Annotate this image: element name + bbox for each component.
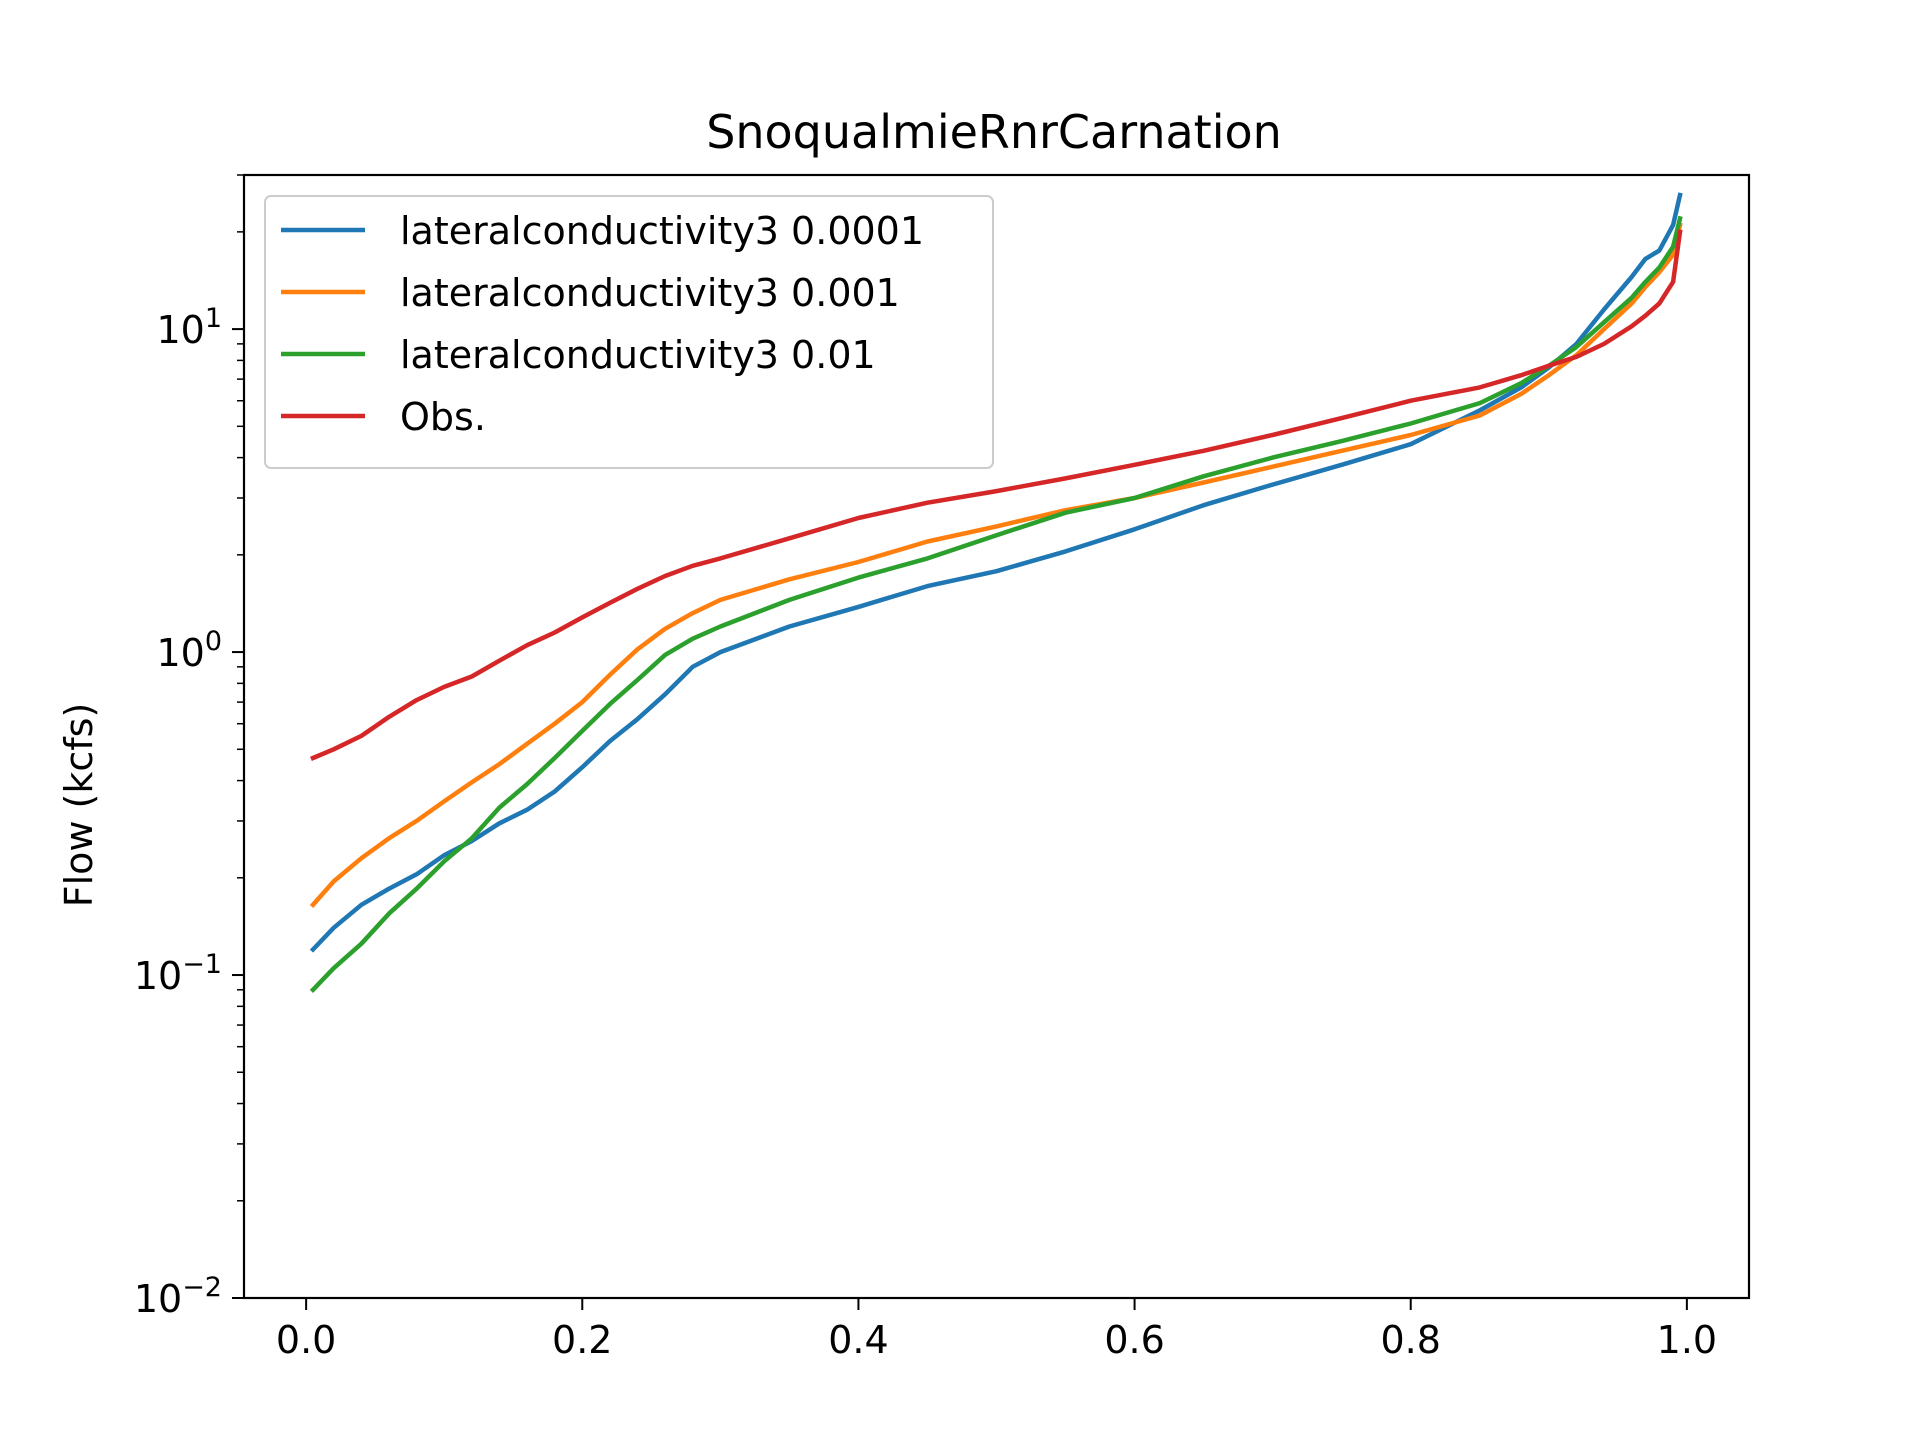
x-tick-label-3: 0.4 (828, 1318, 888, 1362)
legend-label-1: lateralconductivity3 0.0001 (400, 209, 924, 253)
axes-frame (242, 173, 1751, 1300)
x-tick-label-5: 0.8 (1381, 1318, 1441, 1362)
legend-label-4: Obs. (400, 395, 486, 439)
axes: 0.0 0.2 0.4 0.6 0.8 1.0 10−2 10−1 100 101 (134, 173, 1751, 1362)
y-tick-label-1: 10−2 (134, 1272, 222, 1321)
legend-label-3: lateralconductivity3 0.01 (400, 333, 876, 377)
legend-label-2: lateralconductivity3 0.001 (400, 271, 900, 315)
x-tick-label-2: 0.2 (552, 1318, 612, 1362)
y-tick-label-2: 10−1 (134, 949, 222, 998)
series-line-4 (310, 229, 1683, 761)
series-line-2 (309, 222, 1683, 908)
series-line-3 (309, 215, 1683, 993)
x-tick-label-1: 0.0 (276, 1318, 336, 1362)
x-tick-label-6: 1.0 (1657, 1318, 1717, 1362)
plot-area (309, 192, 1683, 993)
legend-box (264, 195, 994, 469)
y-axis-label-group: Flow (kcfs) (57, 703, 101, 908)
y-tick-label-4: 101 (156, 303, 222, 352)
chart-title: SnoqualmieRnrCarnation (706, 105, 1282, 159)
y-tick-label-3: 100 (156, 626, 222, 675)
legend: lateralconductivity3 0.0001 lateralconduc… (264, 195, 994, 469)
x-tick-label-4: 0.6 (1104, 1318, 1164, 1362)
y-axis-label: Flow (kcfs) (57, 703, 101, 908)
